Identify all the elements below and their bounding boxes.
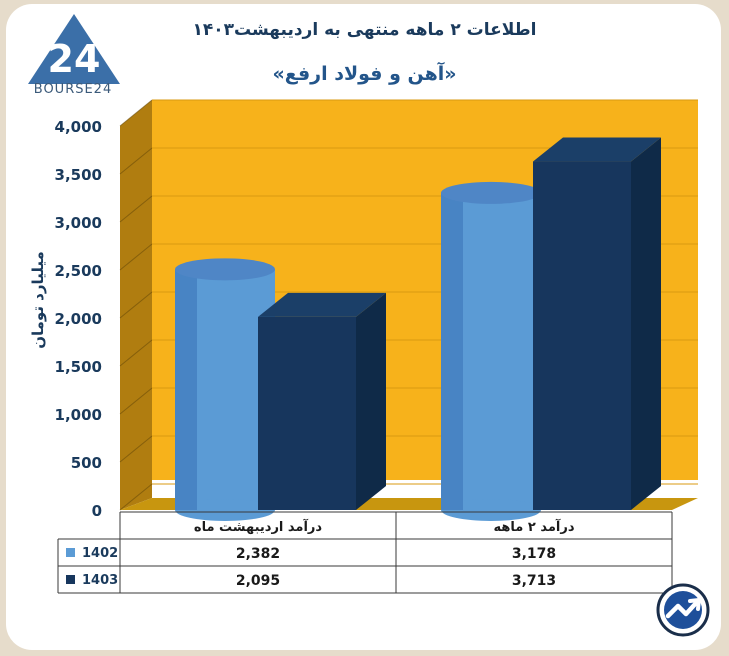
gridline-slant	[119, 147, 153, 175]
box-front	[258, 316, 356, 510]
chart-subtitle: «آهن و فولاد ارفع»	[272, 63, 457, 85]
gridline-slant	[119, 435, 153, 463]
chart-title: اطلاعات ۲ ماهه منتهی به اردیبهشت۱۴۰۳	[192, 20, 537, 40]
gridline-slant	[119, 483, 153, 511]
gridline-slant	[119, 387, 153, 415]
gridline-slant	[119, 195, 153, 223]
bar-box	[533, 137, 661, 510]
bourse24-logo: 24	[28, 14, 120, 84]
logo-mark: 24	[48, 37, 101, 81]
box-top	[258, 292, 386, 317]
y-tick-label: 2,500	[55, 262, 102, 280]
logo-text: BOURSE24	[33, 82, 113, 97]
cylinder-bottom	[175, 499, 275, 521]
legend-swatch	[66, 575, 75, 584]
y-tick-label: 4,000	[55, 118, 102, 136]
bar-box	[258, 292, 386, 510]
data-label: 2,382	[236, 546, 280, 562]
category-label: درآمد اردیبهشت ماه	[194, 518, 323, 535]
legend-label: 1402	[82, 546, 118, 561]
data-label: 3,178	[512, 546, 556, 562]
y-tick-label: 1,500	[55, 358, 102, 376]
category-label: درآمد ۲ ماهه	[494, 518, 575, 535]
y-tick-label: 0	[92, 502, 102, 520]
bar-cylinder	[441, 181, 541, 521]
y-tick-label: 500	[71, 454, 102, 472]
cylinder-top	[441, 181, 541, 204]
box-top	[533, 137, 661, 162]
box-front	[533, 161, 631, 510]
gridline-slant	[119, 243, 153, 271]
gridline-slant	[119, 99, 153, 127]
legend-swatch	[66, 548, 75, 557]
gridline-slant	[119, 291, 153, 319]
y-tick-label: 1,000	[55, 406, 102, 424]
box-side	[631, 137, 661, 510]
cylinder-top	[175, 258, 275, 281]
cylinder-shade	[441, 192, 463, 511]
data-label: 2,095	[236, 573, 280, 589]
box-side	[356, 292, 386, 510]
trend-arrow-icon	[656, 583, 710, 637]
y-tick-label: 3,000	[55, 214, 102, 232]
cylinder-bottom	[441, 499, 541, 521]
y-tick-label: 2,000	[55, 310, 102, 328]
cylinder-shade	[175, 269, 197, 510]
y-tick-label: 3,500	[55, 166, 102, 184]
gridline-slant	[119, 339, 153, 367]
legend-label: 1403	[82, 573, 118, 588]
data-label: 3,713	[512, 573, 556, 589]
